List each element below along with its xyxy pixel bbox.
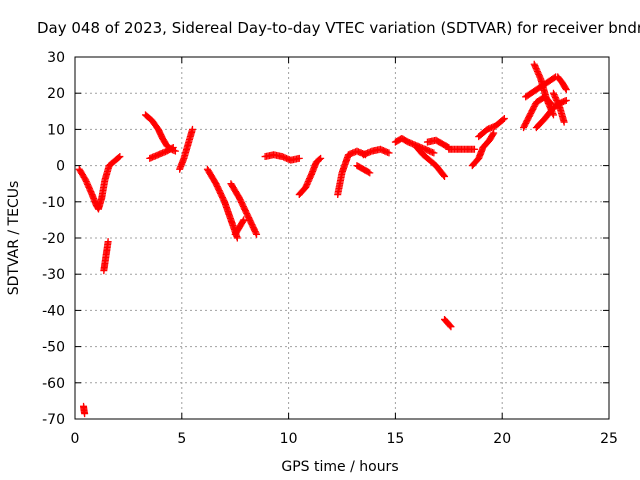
x-tick-label: 0 bbox=[71, 431, 80, 447]
y-tick-label: 20 bbox=[47, 86, 65, 102]
series-arc-14 bbox=[359, 145, 393, 159]
series-arc-07 bbox=[203, 165, 241, 242]
data-point bbox=[550, 74, 558, 82]
data-point bbox=[562, 86, 570, 94]
data-point bbox=[364, 168, 372, 176]
y-tick-label: -40 bbox=[42, 303, 65, 319]
series-arc-20 bbox=[468, 129, 498, 170]
data-point bbox=[115, 153, 123, 161]
series-arc-12 bbox=[334, 147, 369, 199]
data-point bbox=[500, 115, 508, 123]
series-arc-04 bbox=[141, 111, 179, 155]
series-arc-01 bbox=[75, 153, 124, 213]
grid bbox=[75, 57, 609, 419]
series-arc-13 bbox=[353, 162, 374, 177]
data-point bbox=[116, 153, 124, 161]
data-point bbox=[447, 323, 455, 331]
data-point bbox=[317, 154, 325, 162]
y-tick-label: -10 bbox=[42, 195, 65, 211]
series-arc-15 bbox=[391, 134, 438, 157]
x-tick-label: 10 bbox=[280, 431, 298, 447]
series-arc-05 bbox=[146, 144, 177, 162]
data-point bbox=[239, 217, 247, 225]
series-arc-03 bbox=[80, 402, 89, 418]
data-point bbox=[562, 84, 570, 92]
series-arc-19 bbox=[445, 145, 478, 153]
y-tick-label: -60 bbox=[42, 376, 65, 392]
series-arc-27 bbox=[522, 73, 560, 101]
y-tick-label: 30 bbox=[47, 50, 65, 66]
series-arc-11 bbox=[295, 154, 325, 199]
data-point bbox=[552, 73, 560, 81]
data-point bbox=[489, 130, 497, 138]
series-arc-09 bbox=[231, 216, 248, 238]
series-arc-18 bbox=[441, 315, 455, 331]
y-tick-label: 0 bbox=[56, 159, 65, 175]
series-arc-02 bbox=[100, 238, 112, 275]
series-arc-16 bbox=[413, 144, 449, 180]
data-points bbox=[75, 60, 570, 418]
x-tick-label: 15 bbox=[386, 431, 404, 447]
data-point bbox=[499, 116, 507, 124]
series-arc-17 bbox=[423, 136, 453, 151]
data-point bbox=[470, 145, 478, 153]
data-point bbox=[240, 216, 248, 224]
x-tick-label: 25 bbox=[600, 431, 618, 447]
data-point bbox=[441, 172, 449, 180]
data-point bbox=[252, 229, 260, 237]
axis-ticks: 0 5 10 15 20 25 -70 -60 -50 -40 -30 -20 -10 0 10 20 30 bbox=[42, 50, 618, 447]
data-point bbox=[104, 238, 112, 246]
data-point bbox=[316, 155, 324, 163]
x-tick-label: 20 bbox=[493, 431, 511, 447]
data-point bbox=[188, 125, 196, 133]
x-axis-label: GPS time / hours bbox=[281, 459, 398, 475]
data-point bbox=[233, 234, 241, 242]
data-point bbox=[385, 149, 393, 157]
data-point bbox=[560, 118, 568, 126]
data-point bbox=[366, 169, 374, 177]
series-arc-10 bbox=[261, 151, 303, 164]
data-point bbox=[562, 96, 570, 104]
y-tick-label: -30 bbox=[42, 267, 65, 283]
chart-title: Day 048 of 2023, Sidereal Day-to-day VTE… bbox=[37, 19, 640, 37]
series-arc-25 bbox=[549, 89, 568, 126]
data-point bbox=[169, 144, 177, 151]
data-point bbox=[81, 410, 89, 418]
data-point bbox=[253, 230, 261, 238]
y-tick-label: 10 bbox=[47, 122, 65, 138]
series-arc-06 bbox=[176, 125, 196, 173]
data-point bbox=[168, 144, 176, 152]
data-point bbox=[295, 154, 303, 162]
x-tick-label: 5 bbox=[177, 431, 186, 447]
y-axis-label: SDTVAR / TECUs bbox=[6, 181, 22, 296]
data-point bbox=[446, 322, 454, 330]
data-point bbox=[430, 149, 438, 157]
y-tick-label: -50 bbox=[42, 340, 65, 356]
data-point bbox=[440, 171, 448, 179]
series-arc-21 bbox=[475, 115, 508, 141]
y-tick-label: -20 bbox=[42, 231, 65, 247]
y-tick-label: -70 bbox=[42, 412, 65, 428]
data-point bbox=[490, 129, 498, 137]
series-arc-08 bbox=[227, 180, 261, 238]
